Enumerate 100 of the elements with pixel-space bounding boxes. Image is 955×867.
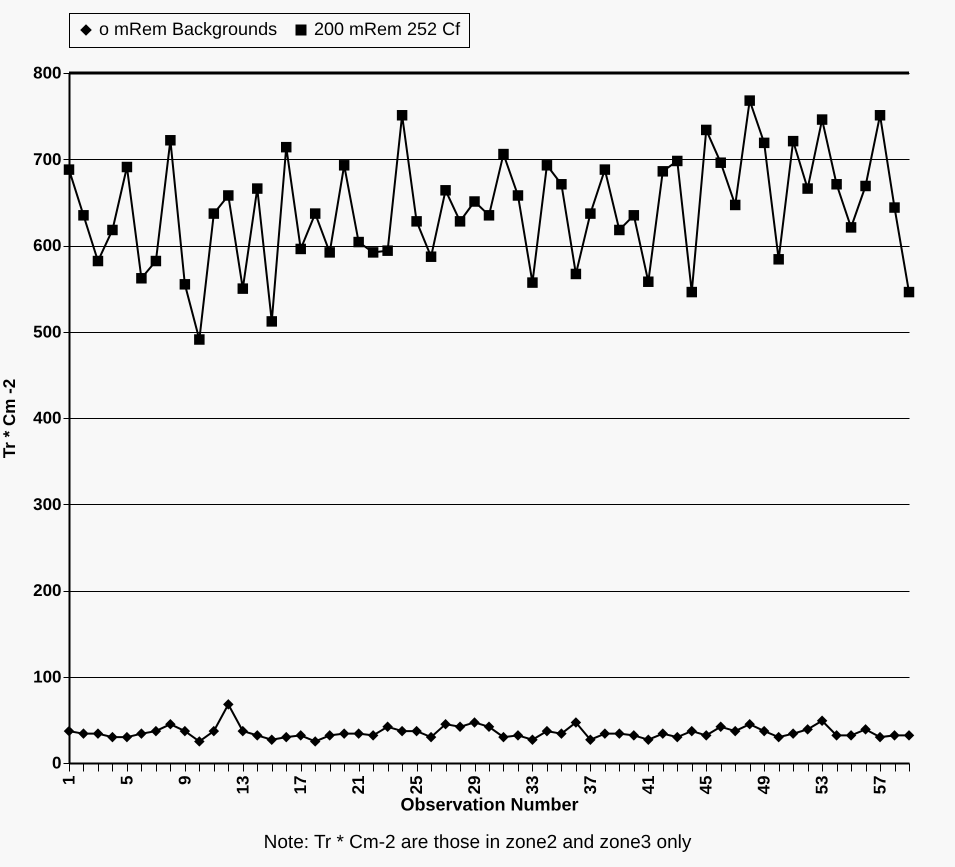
point: [846, 222, 856, 233]
point: [758, 138, 770, 148]
point: [744, 718, 755, 730]
point: [715, 157, 726, 168]
point: [208, 726, 220, 736]
point: [78, 210, 89, 221]
point: [150, 256, 162, 266]
point: [904, 730, 914, 741]
point: [700, 124, 712, 136]
point: [484, 722, 494, 732]
point: [440, 185, 451, 196]
x-tick-label: 29: [465, 776, 484, 794]
point: [165, 135, 176, 146]
point: [758, 726, 770, 736]
point: [802, 183, 813, 194]
point: [686, 726, 698, 736]
y-tick-label: 200: [33, 581, 62, 600]
point: [628, 210, 640, 221]
point: [542, 160, 552, 171]
y-tick-label: 800: [33, 64, 62, 82]
x-tick-label: 5: [117, 776, 136, 785]
point: [310, 208, 320, 219]
point: [411, 216, 422, 227]
y-tick-label: 100: [33, 667, 62, 686]
point: [527, 734, 538, 745]
point: [730, 200, 740, 210]
point: [556, 728, 567, 739]
x-tick-label: 1: [60, 776, 78, 785]
point: [338, 728, 350, 739]
point: [208, 208, 220, 219]
point: [266, 316, 278, 327]
point: [585, 208, 596, 219]
point: [628, 730, 640, 741]
point: [744, 95, 755, 106]
point: [266, 734, 278, 745]
point: [889, 202, 900, 213]
x-tick-label: 57: [870, 776, 890, 794]
point: [874, 110, 886, 121]
x-tick-label: 41: [638, 776, 658, 794]
point: [238, 726, 248, 736]
x-tick-label: 9: [175, 776, 194, 785]
point: [194, 334, 205, 345]
point: [816, 715, 828, 726]
point: [860, 180, 871, 192]
y-tick-label: 0: [52, 754, 62, 772]
point: [280, 732, 292, 742]
point: [280, 142, 292, 152]
point: [223, 190, 234, 201]
point: [585, 734, 596, 745]
point: [904, 286, 914, 298]
point: [238, 283, 248, 294]
point: [150, 726, 162, 736]
point: [180, 279, 190, 290]
point: [194, 736, 205, 747]
legend-label: 200 mRem 252 Cf: [314, 19, 462, 39]
point: [715, 722, 726, 732]
point: [600, 728, 610, 739]
x-tick-label: 21: [349, 776, 368, 794]
point: [512, 190, 524, 201]
point: [338, 160, 350, 171]
point: [396, 726, 408, 736]
point: [600, 164, 610, 175]
point: [382, 245, 393, 256]
y-tick-label: 400: [33, 408, 62, 428]
point: [223, 699, 234, 710]
point: [469, 196, 480, 207]
point: [426, 251, 436, 262]
point: [295, 730, 306, 741]
point: [454, 722, 466, 732]
point: [368, 730, 378, 741]
point: [426, 732, 436, 742]
point: [614, 224, 625, 236]
point: [700, 730, 712, 741]
point: [411, 726, 422, 736]
point: [570, 268, 582, 280]
point: [816, 114, 828, 125]
point: [353, 236, 364, 248]
point: [570, 717, 582, 728]
point: [788, 728, 798, 739]
x-tick-label: 37: [580, 776, 600, 794]
point: [136, 273, 147, 284]
point: [324, 730, 335, 741]
point: [368, 247, 378, 258]
point: [542, 726, 552, 736]
point: [614, 728, 625, 739]
point: [136, 728, 147, 739]
point: [498, 732, 509, 742]
point: [252, 730, 263, 741]
x-tick-label: 25: [407, 776, 426, 794]
point: [396, 110, 408, 121]
point: [498, 148, 509, 160]
point: [658, 166, 668, 177]
point: [860, 724, 871, 735]
point: [512, 730, 524, 741]
point: [802, 724, 813, 735]
point: [324, 247, 335, 258]
point: [64, 164, 74, 175]
point: [64, 726, 74, 736]
x-tick-label: 53: [812, 776, 832, 794]
text: Note: Tr * Cm-2 are those in zone2 and zone3 only: [262, 832, 692, 854]
